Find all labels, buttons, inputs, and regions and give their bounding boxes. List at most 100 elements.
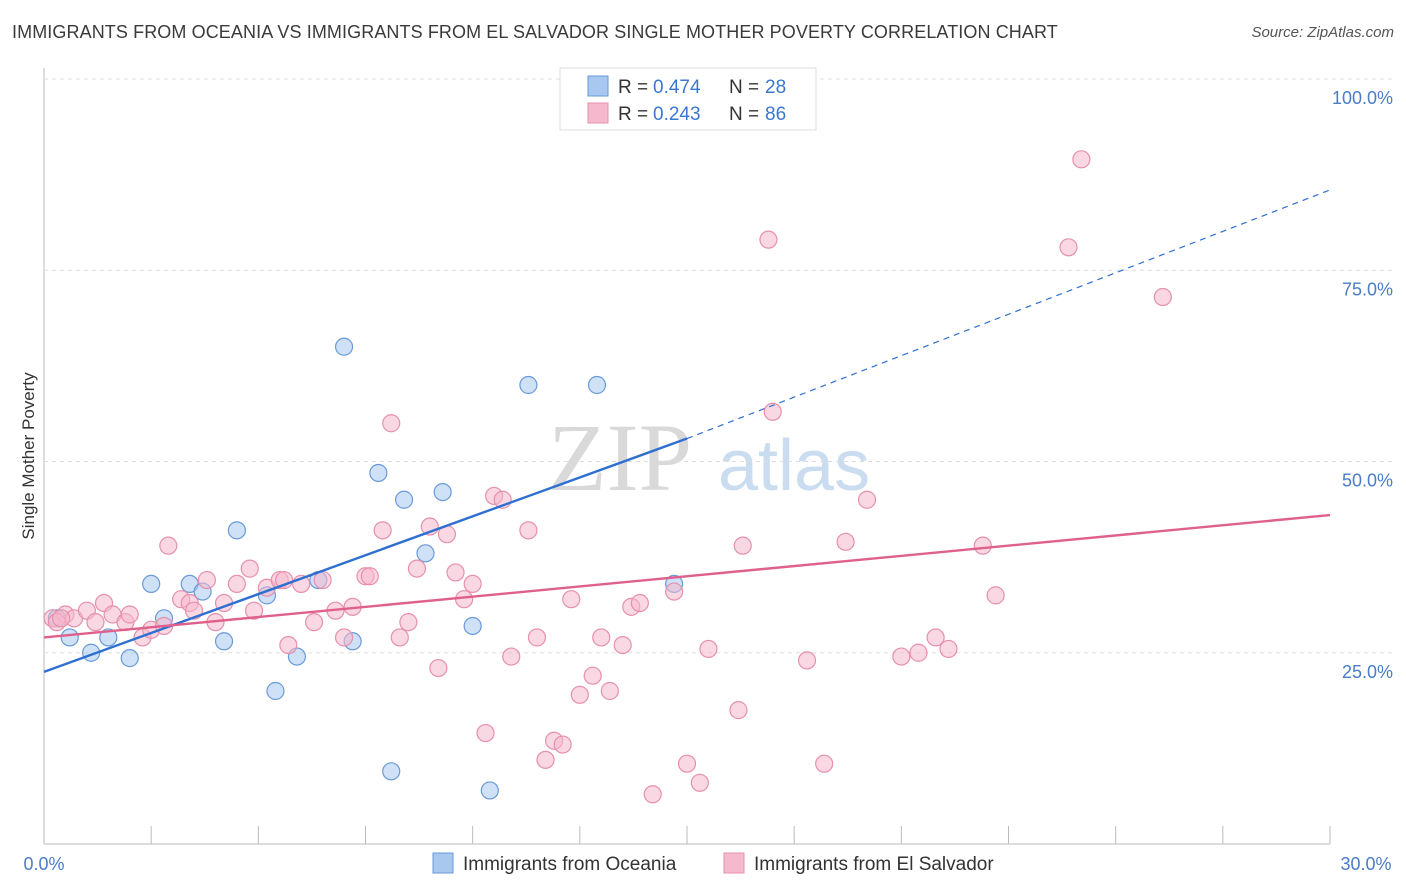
legend-n-label-elsalvador: N =	[729, 104, 759, 125]
data-point	[939, 639, 958, 659]
data-point	[1059, 238, 1078, 257]
legend-n-label-oceania: N =	[729, 77, 759, 98]
data-point	[570, 685, 589, 704]
data-point	[86, 613, 105, 632]
data-point	[334, 337, 354, 356]
data-point	[562, 590, 581, 609]
data-point	[60, 628, 79, 647]
data-point	[600, 681, 619, 701]
data-point	[763, 402, 782, 421]
data-point	[519, 521, 538, 540]
data-point	[1153, 287, 1172, 307]
data-point	[142, 574, 161, 594]
data-point	[527, 628, 547, 647]
data-point	[690, 773, 709, 792]
data-point	[463, 574, 482, 594]
legend-n-value-elsalvador: 86	[765, 104, 786, 125]
data-point	[197, 570, 216, 590]
data-point	[279, 635, 298, 655]
data-point	[759, 230, 778, 249]
legend-n-value-oceania: 28	[765, 77, 786, 98]
legend-swatch-oceania	[587, 75, 609, 97]
data-point	[52, 609, 71, 628]
data-point	[382, 414, 401, 433]
data-point	[304, 613, 324, 632]
x-tick-label-min: 0.0%	[23, 854, 64, 874]
y-tick-label-50: 50.0%	[1342, 471, 1393, 491]
data-point	[266, 681, 285, 701]
data-point	[815, 754, 834, 773]
data-point	[699, 639, 718, 659]
data-point	[214, 632, 234, 651]
data-point	[733, 536, 752, 555]
y-tick-label-100: 100.0%	[1332, 88, 1393, 108]
y-tick-label-25: 25.0%	[1342, 662, 1393, 682]
data-point	[407, 559, 427, 578]
chart-title: IMMIGRANTS FROM OCEANIA VS IMMIGRANTS FR…	[12, 22, 1058, 42]
data-point	[892, 647, 911, 666]
legend-r-label-elsalvador: R =	[618, 104, 648, 125]
data-point	[480, 781, 499, 800]
data-point	[390, 628, 409, 647]
bottom-legend-label-oceania: Immigrants from Oceania	[463, 854, 677, 875]
data-point	[360, 567, 379, 586]
data-point	[399, 613, 418, 632]
data-point	[926, 628, 945, 647]
data-point	[973, 536, 992, 555]
data-point	[429, 658, 448, 678]
watermark-atlas: atlas	[718, 426, 870, 506]
data-point	[729, 701, 748, 720]
bottom-legend: Immigrants from Oceania Immigrants from …	[432, 852, 994, 875]
data-point	[120, 649, 139, 668]
data-point	[1072, 150, 1091, 169]
data-point	[630, 593, 649, 613]
data-point	[369, 463, 388, 483]
trend-line-extension-series-0	[686, 189, 1331, 440]
data-point	[433, 483, 452, 502]
trend-line-series-1	[43, 513, 1331, 639]
data-point	[382, 762, 401, 781]
data-point	[592, 628, 611, 647]
data-point	[159, 536, 178, 555]
data-point	[677, 754, 697, 773]
data-point	[909, 643, 928, 662]
data-point	[797, 651, 817, 670]
data-point	[613, 635, 632, 655]
data-point	[373, 521, 392, 540]
source-label: Source: ZipAtlas.com	[1251, 24, 1394, 41]
data-point	[463, 616, 482, 636]
series-1-points	[43, 150, 1172, 804]
data-point	[836, 532, 855, 551]
legend-r-value-elsalvador: 0.243	[653, 104, 701, 125]
data-point	[502, 647, 521, 666]
x-tick-marks	[43, 826, 1331, 844]
watermark-zip: ZIP	[548, 404, 692, 511]
data-point	[476, 723, 495, 743]
data-point	[583, 666, 602, 685]
data-point	[857, 490, 877, 509]
data-point	[240, 559, 259, 578]
x-tick-label-max: 30.0%	[1340, 854, 1391, 874]
bottom-legend-label-elsalvador: Immigrants from El Salvador	[754, 854, 994, 875]
y-axis-label: Single Mother Poverty	[19, 372, 38, 540]
trend-line-series-0	[43, 437, 688, 674]
data-point	[519, 375, 538, 395]
data-point	[227, 574, 246, 594]
data-point	[643, 785, 662, 804]
data-point	[120, 605, 139, 624]
data-point	[99, 628, 118, 647]
legend-swatch-elsalvador	[587, 102, 609, 124]
legend-r-value-oceania: 0.474	[653, 77, 701, 98]
data-point	[665, 582, 684, 601]
y-tick-label-75: 75.0%	[1342, 279, 1393, 299]
data-point	[553, 735, 572, 754]
data-point	[334, 628, 354, 647]
data-point	[587, 375, 607, 395]
legend-box: R = 0.474 N = 28 R = 0.243 N = 86	[559, 67, 817, 131]
bottom-legend-swatch-oceania	[432, 852, 454, 874]
data-point	[986, 586, 1005, 605]
bottom-legend-swatch-elsalvador	[723, 852, 745, 874]
data-point	[446, 563, 465, 582]
data-point	[394, 490, 414, 509]
